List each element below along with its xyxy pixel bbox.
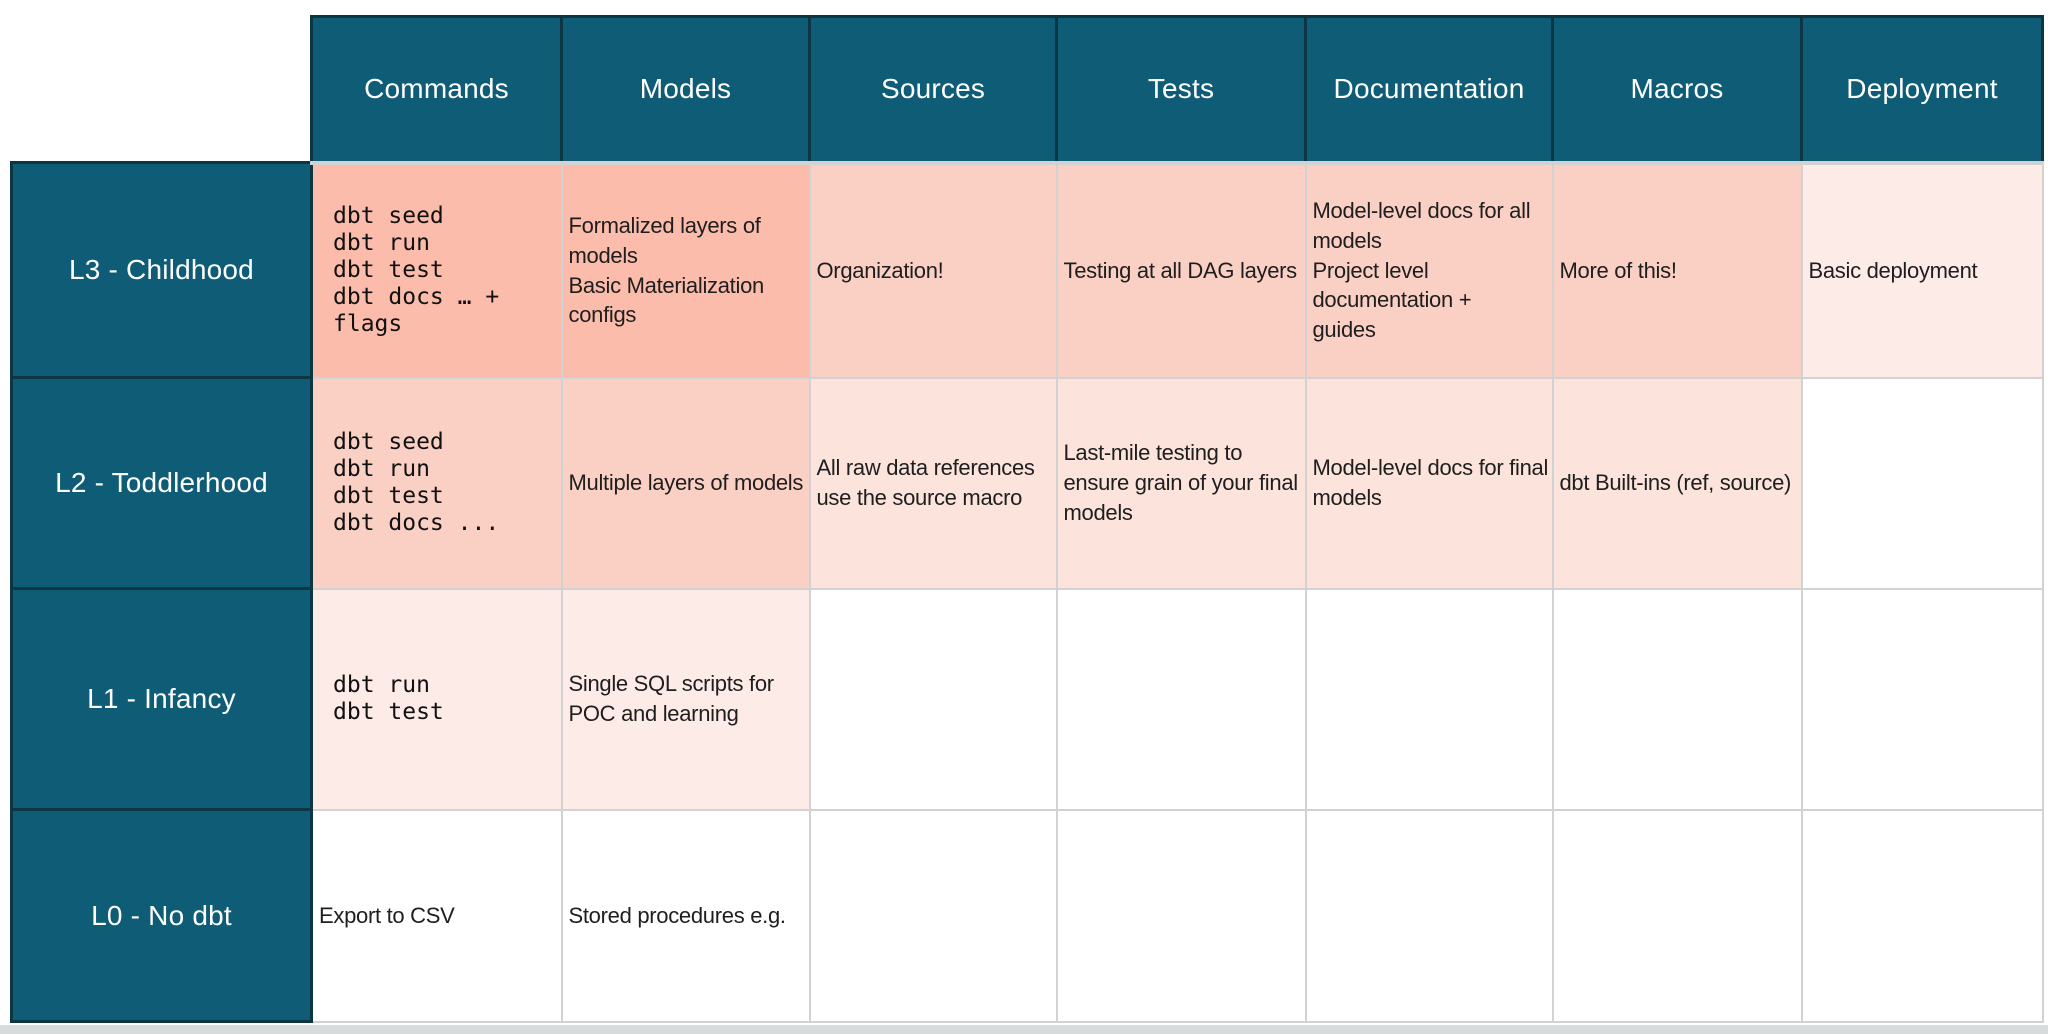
row-header-l1[interactable]: L1 - Infancy [10, 587, 313, 811]
maturity-matrix-body: Commands Models Sources Tests Documentation M… [10, 15, 2044, 1023]
cell-l1-macros[interactable] [1551, 587, 1803, 811]
column-header-commands[interactable]: Commands [310, 15, 563, 164]
maturity-matrix-table: Commands Models Sources Tests Documentation M… [10, 15, 2044, 1023]
cell-l0-sources[interactable] [808, 808, 1058, 1023]
cell-l1-models[interactable]: Single SQL scripts for POC and learning [560, 587, 811, 811]
cell-l3-sources[interactable]: Organization! [808, 160, 1058, 379]
cell-l2-tests[interactable]: Last-mile testing to ensure grain of you… [1055, 376, 1307, 590]
row-header-l0[interactable]: L0 - No dbt [10, 808, 313, 1023]
cell-l3-deployment[interactable]: Basic deployment [1800, 160, 2044, 379]
column-header-macros[interactable]: Macros [1551, 15, 1803, 164]
cell-l2-models[interactable]: Multiple layers of models [560, 376, 811, 590]
cell-l0-commands[interactable]: Export to CSV [310, 808, 563, 1023]
row-header-l2[interactable]: L2 - Toddlerhood [10, 376, 313, 590]
cell-l3-macros[interactable]: More of this! [1551, 160, 1803, 379]
corner-cell[interactable] [11, 16, 312, 163]
cell-l2-documentation[interactable]: Model-level docs for final models [1304, 376, 1554, 590]
cell-l2-deployment[interactable] [1800, 376, 2044, 590]
column-header-sources[interactable]: Sources [808, 15, 1058, 164]
cell-l2-sources[interactable]: All raw data references use the source m… [808, 376, 1058, 590]
column-header-deployment[interactable]: Deployment [1800, 15, 2044, 164]
cell-l3-tests[interactable]: Testing at all DAG layers [1055, 160, 1307, 379]
row-header-l3[interactable]: L3 - Childhood [10, 161, 313, 379]
cell-l1-sources[interactable] [808, 587, 1058, 811]
column-header-tests[interactable]: Tests [1055, 15, 1307, 164]
cell-l2-commands[interactable]: dbt seed dbt run dbt test dbt docs ... [310, 376, 563, 590]
column-header-documentation[interactable]: Documentation [1304, 15, 1554, 164]
cell-l3-documentation[interactable]: Model-level docs for all models Project … [1304, 160, 1554, 379]
cell-l0-documentation[interactable] [1304, 808, 1554, 1023]
bottom-edge-strip [0, 1025, 2048, 1034]
cell-l0-tests[interactable] [1055, 808, 1307, 1023]
cell-l1-documentation[interactable] [1304, 587, 1554, 811]
cell-l1-deployment[interactable] [1800, 587, 2044, 811]
cell-l0-macros[interactable] [1551, 808, 1803, 1023]
column-header-models[interactable]: Models [560, 15, 811, 164]
cell-l3-commands[interactable]: dbt seed dbt run dbt test dbt docs … + f… [310, 160, 563, 379]
cell-l2-macros[interactable]: dbt Built-ins (ref, source) [1551, 376, 1803, 590]
cell-l1-commands[interactable]: dbt run dbt test [310, 587, 563, 811]
cell-l0-models[interactable]: Stored procedures e.g. [560, 808, 811, 1023]
cell-l1-tests[interactable] [1055, 587, 1307, 811]
cell-l0-deployment[interactable] [1800, 808, 2044, 1023]
cell-l3-models[interactable]: Formalized layers of models Basic Materi… [560, 160, 811, 379]
